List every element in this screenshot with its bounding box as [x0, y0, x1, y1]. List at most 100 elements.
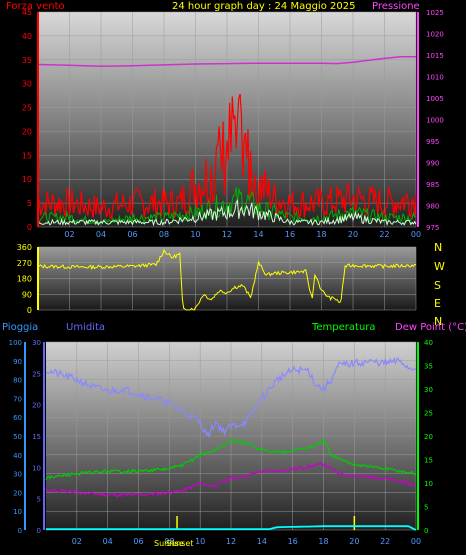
x-tick-label: 14 [253, 230, 263, 239]
x-tick-label: 02 [64, 230, 74, 239]
temperature-tick-label: 35 [424, 363, 433, 371]
y-tick-label: 0 [27, 306, 32, 315]
x-tick-label: 22 [380, 537, 390, 546]
x-tick-label: 22 [379, 230, 389, 239]
sunset-label: Sunset [166, 539, 193, 548]
temperature-axis-label: Temperatura [311, 322, 376, 333]
pressure-series [37, 55, 416, 67]
y-tick-label: 90 [22, 290, 32, 299]
y-left-tick-label: 15 [22, 151, 32, 160]
rain-tick-label: 100 [9, 339, 22, 347]
y-right-tick-label: 1020 [426, 31, 444, 39]
rain-tick-label: 30 [13, 471, 22, 479]
x-tick-label: 08 [159, 230, 169, 239]
humidity-tick-label: 0 [37, 527, 41, 535]
y-right-tick-label: 1015 [426, 52, 444, 60]
wind-direction-series [37, 248, 416, 311]
y-left-tick-label: 45 [22, 8, 32, 17]
y-right-tick-label: 1000 [426, 117, 444, 125]
rain-tick-label: 70 [13, 395, 22, 403]
humidity-tick-label: 25 [32, 370, 41, 378]
compass-w: W [434, 260, 445, 273]
x-tick-label: 18 [316, 230, 326, 239]
y-left-tick-label: 25 [22, 104, 32, 113]
y-left-tick-label: 40 [22, 32, 32, 41]
y-right-tick-label: 995 [426, 138, 439, 146]
compass-n-bottom: N [434, 315, 442, 328]
wind-pressure-grid [38, 11, 417, 228]
temperature-tick-label: 25 [424, 410, 433, 418]
wind-gust-series [37, 93, 417, 220]
x-tick-label: 00 [411, 230, 421, 239]
wind-pressure-series [37, 55, 417, 227]
compass-e: E [434, 297, 441, 310]
humidity-tick-label: 5 [37, 496, 41, 504]
rain-axis-label: Pioggia [2, 322, 38, 333]
temperature-tick-label: 10 [424, 480, 433, 488]
x-tick-label: 16 [285, 230, 295, 239]
wind-pressure-axes: 0510152025303540459759809859909951000100… [22, 8, 444, 239]
y-right-tick-label: 990 [426, 160, 439, 168]
rain-temp-series [45, 356, 417, 531]
x-tick-label: 20 [348, 230, 358, 239]
humidity-series [45, 356, 417, 438]
x-tick-label: 06 [127, 230, 137, 239]
wind-average-series [37, 187, 417, 225]
x-tick-label: 10 [195, 537, 205, 546]
x-tick-label: 10 [190, 230, 200, 239]
temperature-tick-label: 0 [424, 527, 428, 535]
rain-tick-label: 0 [18, 527, 22, 535]
humidity-tick-label: 20 [32, 402, 41, 410]
rain-tick-label: 50 [13, 433, 22, 441]
humidity-tick-label: 30 [32, 339, 41, 347]
rain-tick-label: 60 [13, 414, 22, 422]
temperature-tick-label: 20 [424, 433, 433, 441]
rain-tick-label: 90 [13, 358, 22, 366]
dewpoint-series [45, 462, 417, 498]
rain-tick-label: 80 [13, 377, 22, 385]
y-left-tick-label: 5 [27, 199, 32, 208]
humidity-axis-label: Umidita [66, 322, 105, 333]
wind-direction-series [37, 248, 416, 311]
rain-tick-label: 20 [13, 489, 22, 497]
humidity-tick-label: 15 [32, 433, 41, 441]
rain-series [46, 525, 417, 531]
x-tick-label: 16 [288, 537, 298, 546]
humidity-tick-label: 10 [32, 464, 41, 472]
y-right-tick-label: 985 [426, 181, 439, 189]
chart-title: 24 hour graph day : 24 Maggio 2025 [172, 1, 355, 12]
x-tick-label: 12 [222, 230, 232, 239]
y-right-tick-label: 1010 [426, 74, 444, 82]
wind-axis-label: Forza vento [6, 1, 65, 12]
y-left-tick-label: 10 [22, 175, 32, 184]
y-left-tick-label: 35 [22, 56, 32, 65]
rain-temp-axes: 0 10 20 30 40 50 60 70 80 90 100 0 5 10 15 20 25 30 0 5 10 15… [9, 339, 433, 546]
temperature-tick-label: 15 [424, 457, 433, 465]
x-tick-label: 06 [133, 537, 143, 546]
x-tick-label: 00 [411, 537, 421, 546]
x-tick-label: 20 [349, 537, 359, 546]
pressure-axis-label: Pressione [372, 1, 420, 12]
y-left-tick-label: 20 [22, 127, 32, 136]
x-tick-label: 14 [257, 537, 267, 546]
y-right-tick-label: 975 [426, 224, 439, 232]
temperature-tick-label: 5 [424, 504, 428, 512]
wind-direction-axes: 0 90 180 270 360 [17, 243, 39, 315]
temperature-tick-label: 40 [424, 339, 433, 347]
x-tick-label: 18 [318, 537, 328, 546]
x-tick-label: 04 [96, 230, 106, 239]
compass-n-top: N [434, 241, 442, 254]
y-left-tick-label: 0 [27, 223, 32, 232]
y-tick-label: 360 [17, 243, 32, 252]
x-tick-label: 04 [103, 537, 113, 546]
y-left-tick-label: 30 [22, 80, 32, 89]
dewpoint-axis-label: Dew Point (°C) [395, 322, 466, 333]
y-right-tick-label: 1005 [426, 95, 444, 103]
y-right-tick-label: 1025 [426, 9, 444, 17]
y-right-tick-label: 980 [426, 203, 439, 211]
rain-tick-label: 40 [13, 452, 22, 460]
y-tick-label: 270 [17, 259, 32, 268]
x-tick-label: 08 [164, 537, 174, 546]
temperature-tick-label: 30 [424, 386, 433, 394]
